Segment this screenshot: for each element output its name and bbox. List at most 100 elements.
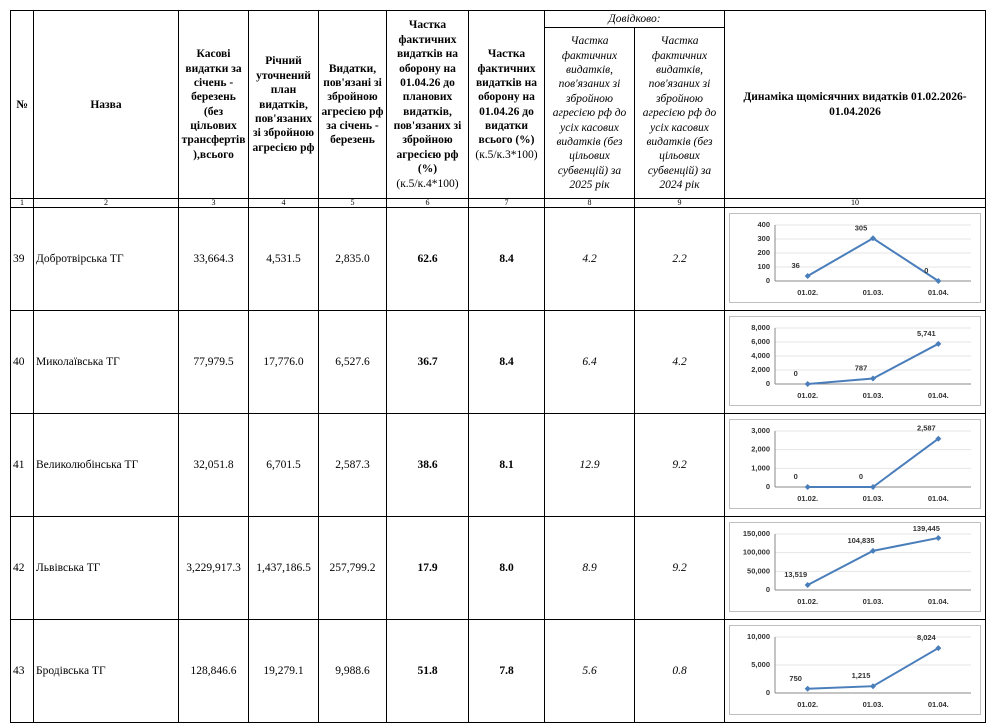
y-tick-label: 2,000 [751,365,770,374]
cell: 36.7 [386,310,469,415]
mini-chart: 0 100 200 300 400 01.02. 01.03. 01.04. 36 305 0 [729,212,981,303]
x-tick-label: 01.04. [928,288,949,297]
x-tick-label: 01.04. [928,597,949,606]
x-tick-label: 01.04. [928,700,949,709]
mini-chart: 0 50,000 100,000 150,000 01.02. 01.03. 01.04. 1… [729,521,981,612]
cell: 4.2 [634,310,725,415]
cell: 38.6 [386,413,469,518]
cell: 32,051.8 [178,413,249,518]
cell: 2,835.0 [318,207,387,312]
y-tick-label: 0 [766,585,770,594]
column-header: Річний уточнений план видатків, пов'язан… [248,9,319,200]
column-header: Частка фактичних видатків на оборону на … [468,9,545,200]
header-row: Частка фактичних видатків, пов'язаних зі… [11,27,986,200]
x-tick-label: 01.03. [863,288,884,297]
y-tick-label: 5,000 [751,660,770,669]
data-point [935,277,942,284]
data-row: 39 Добротвірська ТГ 33,664.3 4,531.5 2,835.0… [10,207,986,312]
chart-frame [729,418,981,509]
y-tick-label: 400 [757,220,770,229]
column-number: 4 [248,198,319,209]
column-number: 3 [178,198,249,209]
data-label: 5,741 [917,329,936,338]
data-label: 139,445 [913,524,940,533]
column-number: 1 [10,198,34,209]
header-text: Частка фактичних видатків, пов'язаних зі… [642,35,717,192]
cell: 1,437,186.5 [248,516,319,621]
data-label: 787 [855,363,868,372]
data-label: 1,215 [852,671,871,680]
table-head: № Назва Касові видатки за січень - березен… [10,9,986,200]
report-table: № Назва Касові видатки за січень - березен… [10,9,986,723]
y-tick-label: 300 [757,234,770,243]
cell: 5.6 [544,619,635,723]
mini-chart: 0 1,000 2,000 3,000 01.02. 01.03. 01.04. 0 0 2,58… [729,418,981,509]
data-row: 40 Миколаївська ТГ 77,979.5 17,776.0 6,527.6… [10,310,986,415]
y-tick-label: 2,000 [751,445,770,454]
cell: Бродівська ТГ [33,619,179,723]
header-text: Частка фактичних видатків на оборону на … [393,19,462,176]
chart-cell: 0 2,000 4,000 6,000 8,000 01.02. 01.03. 01.04. 0… [724,310,986,415]
chart-frame [729,315,981,406]
data-point [804,380,811,387]
data-point [870,547,876,554]
data-row: 43 Бродівська ТГ 128,846.6 19,279.1 9,988.6 5… [10,619,986,723]
cell: Львівська ТГ [33,516,179,621]
chart-cell: 0 5,000 10,000 01.02. 01.03. 01.04. 750 1,215 8,… [724,619,986,723]
y-tick-label: 3,000 [751,426,770,435]
table-body: 1 2 3 4 5 6 7 8 9 10 39 Добротвірська ТГ 33,664.3 4,5… [10,198,986,723]
cell: 4.2 [544,207,635,312]
cell: 4,531.5 [248,207,319,312]
data-point [870,683,876,690]
data-point [804,272,811,279]
cell: Великолюбінська ТГ [33,413,179,518]
cell: Добротвірська ТГ [33,207,179,312]
y-tick-label: 50,000 [747,566,770,575]
cell: 43 [10,619,34,723]
chart-cell: 0 1,000 2,000 3,000 01.02. 01.03. 01.04. 0 0 2,58… [724,413,986,518]
column-header: Частка фактичних видатків, пов'язаних зі… [634,27,725,200]
cell: Миколаївська ТГ [33,310,179,415]
cell: 8.4 [468,207,545,312]
x-tick-label: 01.02. [797,597,818,606]
data-label: 0 [794,369,798,378]
cell: 6.4 [544,310,635,415]
cell: 41 [10,413,34,518]
column-header: Динаміка щомісячних видатків 01.02.2026-… [724,9,986,200]
x-tick-label: 01.02. [797,391,818,400]
y-tick-label: 150,000 [743,529,770,538]
cell: 9.2 [634,413,725,518]
cell: 19,279.1 [248,619,319,723]
data-point [870,375,876,382]
y-tick-label: 0 [766,379,770,388]
y-tick-label: 6,000 [751,337,770,346]
cell: 42 [10,516,34,621]
data-label: 0 [859,472,863,481]
y-tick-label: 0 [766,482,770,491]
cell: 77,979.5 [178,310,249,415]
y-tick-label: 10,000 [747,632,770,641]
x-tick-label: 01.03. [863,391,884,400]
y-tick-label: 100,000 [743,548,770,557]
data-label: 750 [789,674,802,683]
column-header: Назва [33,9,179,200]
x-tick-label: 01.02. [797,494,818,503]
data-point [870,235,876,242]
chart-frame [729,212,981,303]
cell: 6,527.6 [318,310,387,415]
header-text: Назва [90,98,122,111]
mini-chart: 0 2,000 4,000 6,000 8,000 01.02. 01.03. 01.04. 0… [729,315,981,406]
column-number: 5 [318,198,387,209]
header-row: № Назва Касові видатки за січень - березен… [10,9,986,200]
cell: 0.8 [634,619,725,723]
cell: 2.2 [634,207,725,312]
x-tick-label: 01.03. [863,494,884,503]
header-text: Касові видатки за січень - березень (без… [181,48,246,161]
column-number: 2 [33,198,179,209]
header-text: Річний уточнений план видатків, пов'язан… [252,55,315,154]
cell: 12.9 [544,413,635,518]
cell: 17,776.0 [248,310,319,415]
header-note: (к.5/к.3*100) [475,148,538,161]
data-label: 2,587 [917,424,936,433]
column-number: 8 [544,198,635,209]
